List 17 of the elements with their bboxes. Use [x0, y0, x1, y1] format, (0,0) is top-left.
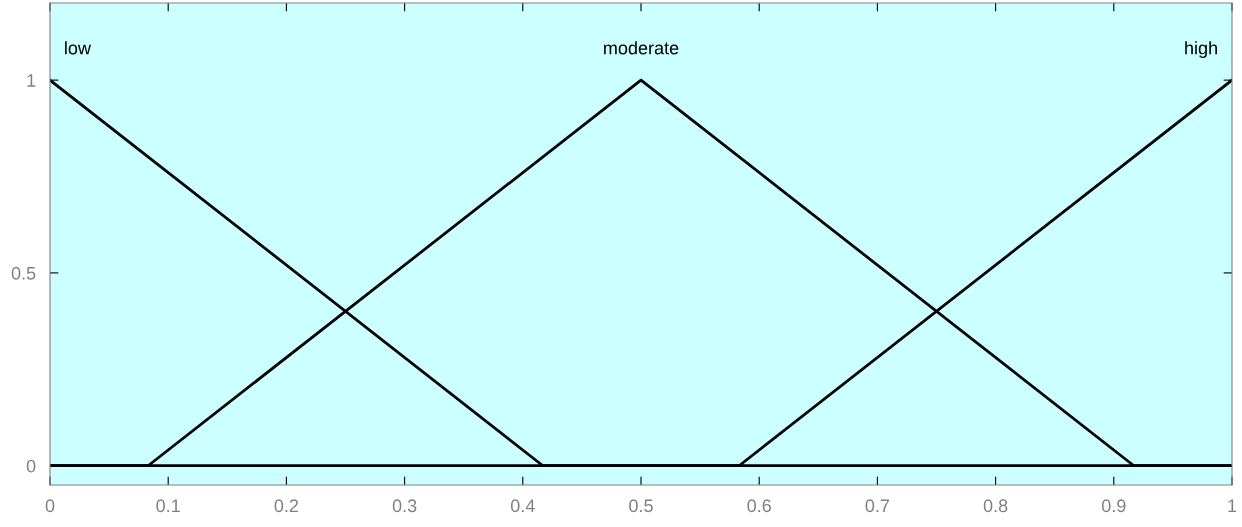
- x-tick-label: 0.7: [865, 499, 890, 513]
- x-tick-label: 0.2: [274, 499, 299, 513]
- x-tick-label: 0.9: [1101, 499, 1126, 513]
- y-tick-label: 0.5: [11, 266, 36, 280]
- x-tick-label: 0.8: [983, 499, 1008, 513]
- x-tick-label: 0.3: [392, 499, 417, 513]
- y-tick-label: 0: [26, 459, 36, 473]
- x-tick-label: 0.6: [747, 499, 771, 513]
- x-tick-label: 0.5: [629, 499, 653, 513]
- x-tick-label: 0.4: [510, 499, 535, 513]
- series-label: moderate: [604, 41, 679, 55]
- y-tick-label: 1: [27, 74, 36, 87]
- series-label: high: [1185, 41, 1217, 58]
- x-tick-label: 0: [45, 499, 55, 513]
- series-label: low: [65, 41, 92, 55]
- x-tick-label: 0.1: [156, 499, 180, 513]
- x-tick-label: 1: [1228, 499, 1237, 512]
